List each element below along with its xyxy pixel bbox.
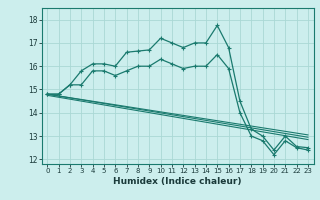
X-axis label: Humidex (Indice chaleur): Humidex (Indice chaleur) [113, 177, 242, 186]
